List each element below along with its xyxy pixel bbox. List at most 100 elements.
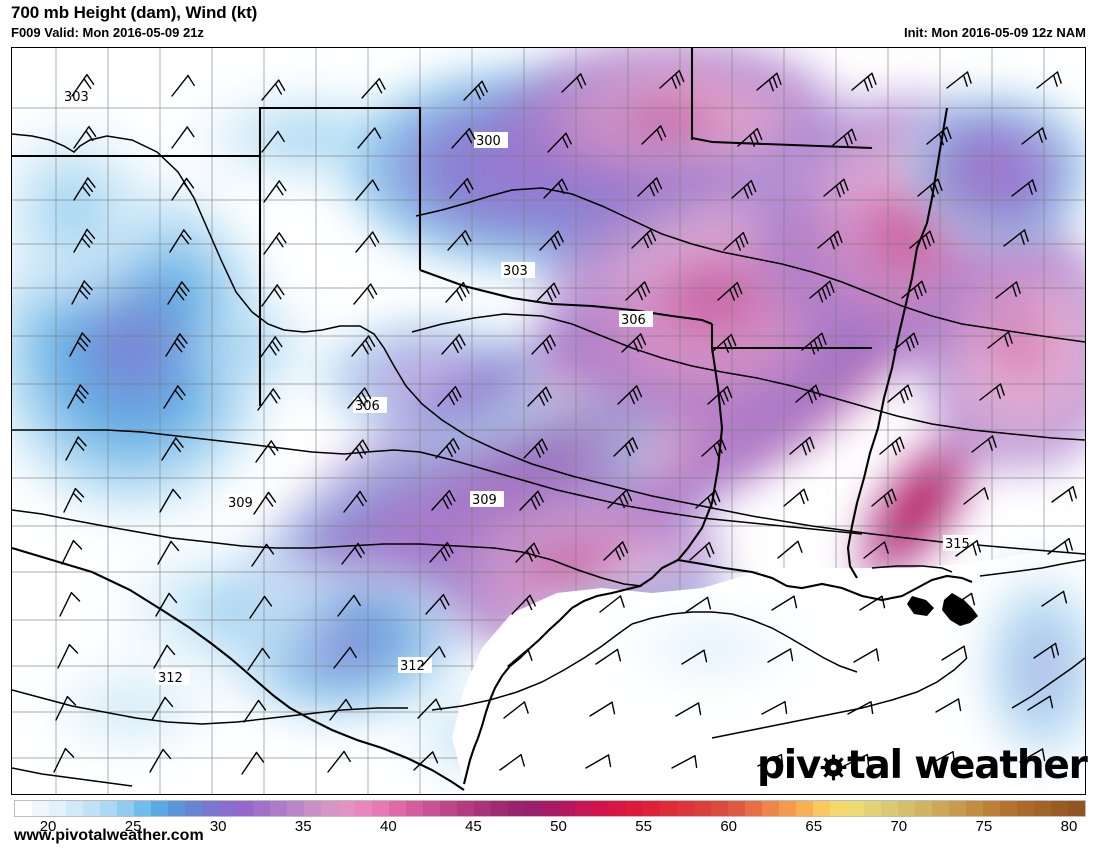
- colorbar-swatch: [660, 801, 678, 816]
- colorbar-swatch: [677, 801, 695, 816]
- colorbar-swatch: [269, 801, 287, 816]
- colorbar-swatch: [371, 801, 389, 816]
- colorbar-swatch: [388, 801, 406, 816]
- map-graphic: 303 300 303 306 306 309 309 312 312 315: [12, 48, 1085, 794]
- colorbar-swatch: [201, 801, 219, 816]
- colorbar-swatch: [252, 801, 270, 816]
- colorbar-tick: 55: [635, 818, 652, 835]
- colorbar-tick: 65: [805, 818, 823, 835]
- colorbar-swatch: [456, 801, 474, 816]
- colorbar-swatch: [167, 801, 185, 816]
- colorbar-swatch: [1000, 801, 1018, 816]
- logo-text-post: tal weather: [847, 743, 1088, 788]
- svg-text:309: 309: [228, 496, 253, 511]
- map-canvas[interactable]: 303 300 303 306 306 309 309 312 312 315: [11, 47, 1086, 795]
- colorbar-swatch: [728, 801, 746, 816]
- svg-text:315: 315: [945, 537, 970, 552]
- colorbar-tick: 40: [380, 818, 397, 835]
- svg-text:309: 309: [472, 493, 497, 508]
- colorbar-swatch: [881, 801, 899, 816]
- svg-text:312: 312: [400, 659, 425, 674]
- wind-barbs: [53, 69, 1077, 775]
- colorbar-swatch: [524, 801, 542, 816]
- colorbar-swatch: [898, 801, 916, 816]
- height-contours: [12, 133, 1085, 787]
- colorbar-swatch: [337, 801, 355, 816]
- svg-text:306: 306: [621, 313, 646, 328]
- colorbar-swatch: [626, 801, 644, 816]
- colorbar-swatch: [65, 801, 83, 816]
- colorbar-tick: 50: [550, 818, 567, 835]
- valid-time-label: F009 Valid: Mon 2016-05-09 21z: [11, 25, 204, 40]
- colorbar-swatch: [813, 801, 831, 816]
- svg-text:303: 303: [64, 90, 89, 105]
- gear-icon: [820, 754, 847, 781]
- logo-text-pre: piv: [757, 743, 821, 788]
- colorbar-swatch: [303, 801, 321, 816]
- colorbar-swatch: [932, 801, 950, 816]
- colorbar-swatch: [184, 801, 202, 816]
- colorbar-swatch: [15, 801, 32, 816]
- colorbar-swatch: [796, 801, 814, 816]
- colorbar-swatch: [1017, 801, 1035, 816]
- colorbar-swatch: [405, 801, 423, 816]
- colorbar-swatch: [830, 801, 848, 816]
- colorbar-tick: 20: [39, 818, 57, 835]
- colorbar-swatch: [711, 801, 729, 816]
- colorbar-swatch: [31, 801, 49, 816]
- colorbar-swatch: [507, 801, 525, 816]
- colorbar-swatch: [966, 801, 984, 816]
- svg-text:312: 312: [158, 671, 183, 686]
- colorbar-swatch: [1068, 801, 1086, 816]
- colorbar-tick: 30: [209, 818, 227, 835]
- colorbar-swatch: [643, 801, 661, 816]
- colorbar-tick: 25: [124, 818, 142, 835]
- svg-text:306: 306: [355, 399, 380, 414]
- wind-speed-fill: [12, 48, 1085, 794]
- page-title: 700 mb Height (dam), Wind (kt): [11, 3, 258, 22]
- pivotal-weather-logo: piv tal weather: [757, 743, 1088, 788]
- colorbar-swatch: [48, 801, 66, 816]
- colorbar-swatch: [354, 801, 372, 816]
- colorbar-tick: 35: [294, 818, 312, 835]
- colorbar-swatch: [116, 801, 134, 816]
- colorbar-swatch: [983, 801, 1001, 816]
- colorbar-tick: 60: [720, 818, 737, 835]
- contour-labels: 303 300 303 306 306 309 309 312 312 315: [62, 88, 977, 686]
- colorbar-swatch: [592, 801, 610, 816]
- colorbar-swatch: [609, 801, 627, 816]
- colorbar-swatch: [779, 801, 797, 816]
- colorbar-swatch: [847, 801, 865, 816]
- colorbar-swatch: [320, 801, 338, 816]
- colorbar-swatch: [286, 801, 304, 816]
- colorbar-swatch: [558, 801, 576, 816]
- colorbar-swatch: [949, 801, 967, 816]
- colorbar-swatch: [541, 801, 559, 816]
- wind-speed-colorbar[interactable]: [14, 800, 1086, 817]
- init-time-label: Init: Mon 2016-05-09 12z NAM: [903, 25, 1086, 40]
- svg-text:303: 303: [503, 264, 528, 279]
- colorbar-swatch: [864, 801, 882, 816]
- colorbar-swatch: [575, 801, 593, 816]
- colorbar-swatch: [235, 801, 253, 816]
- colorbar-swatch: [694, 801, 712, 816]
- colorbar-swatch: [422, 801, 440, 816]
- colorbar-swatch: [133, 801, 151, 816]
- colorbar-swatch: [762, 801, 780, 816]
- colorbar-tick-labels: 20 25 30 35 40 45 50 55 60 65 70 75 80: [0, 818, 1100, 838]
- colorbar-tick: 75: [975, 818, 993, 835]
- state-boundaries: [12, 48, 978, 791]
- colorbar-swatch: [218, 801, 236, 816]
- colorbar-tick: 45: [465, 818, 482, 835]
- colorbar-tick: 70: [890, 818, 908, 835]
- colorbar-swatch: [490, 801, 508, 816]
- colorbar-swatch: [150, 801, 168, 816]
- colorbar-swatch: [915, 801, 933, 816]
- colorbar-tick: 80: [1060, 818, 1078, 835]
- colorbar-swatch: [1034, 801, 1052, 816]
- colorbar-swatch: [473, 801, 491, 816]
- svg-text:300: 300: [476, 134, 501, 149]
- colorbar-swatch: [82, 801, 100, 816]
- colorbar-swatch: [1051, 801, 1069, 816]
